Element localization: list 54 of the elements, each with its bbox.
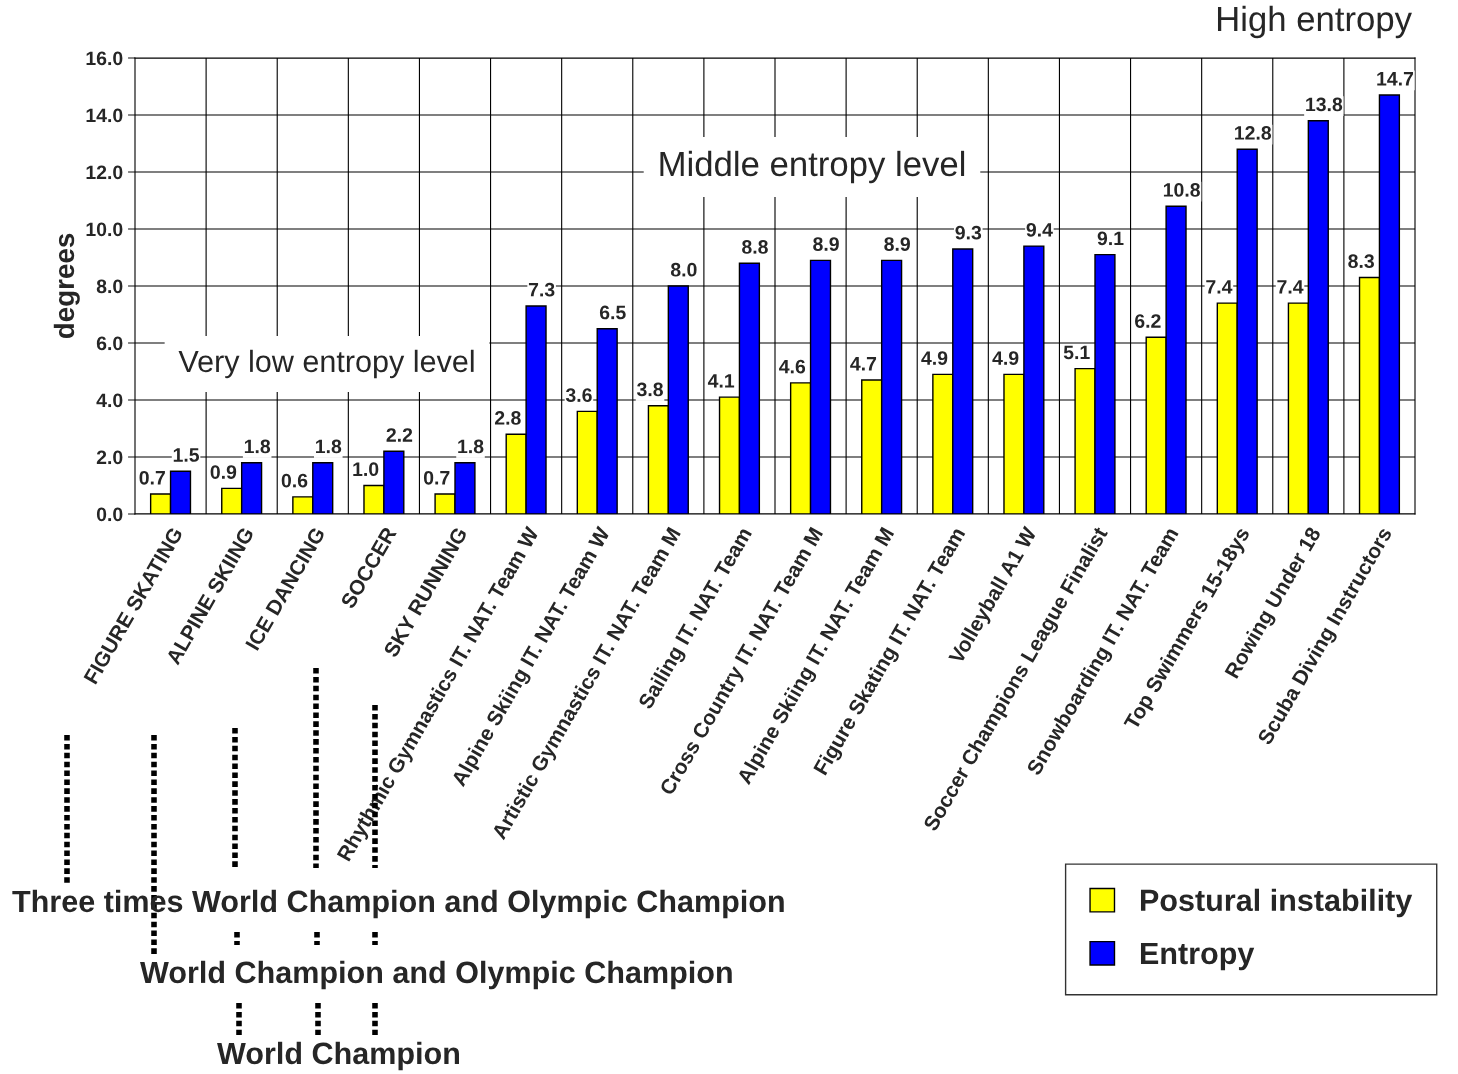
y-tick-label: 4.0 — [96, 393, 123, 408]
data-label: 0.9 — [210, 465, 237, 479]
y-tick-label: 2.0 — [96, 450, 123, 465]
data-label: 8.3 — [1348, 254, 1374, 269]
data-label: 1.8 — [316, 439, 342, 454]
y-tick-label: 12.0 — [86, 165, 123, 180]
data-label: 2.2 — [386, 428, 413, 442]
y-tick-label: 6.0 — [96, 336, 123, 351]
data-label: 6.5 — [599, 305, 626, 320]
data-label: 1.5 — [173, 448, 200, 462]
y-tick-label: 8.0 — [96, 279, 123, 294]
data-label: 13.8 — [1306, 97, 1343, 112]
data-label: 5.1 — [1063, 345, 1090, 360]
data-label: 12.8 — [1235, 126, 1272, 140]
y-axis-title: degrees — [53, 233, 80, 339]
data-label: 8.8 — [742, 240, 768, 254]
data-label: 4.9 — [921, 351, 948, 365]
data-label: 7.3 — [528, 282, 555, 297]
annotation: Very low entropy level — [178, 349, 474, 379]
text: World Champion — [217, 1041, 459, 1071]
text: Three times World Champion and Olympic Champion — [12, 889, 784, 919]
y-tick-label: 16.0 — [86, 51, 123, 66]
data-label: 10.8 — [1163, 183, 1200, 197]
data-label: 4.6 — [779, 359, 806, 374]
data-label: 14.7 — [1377, 72, 1414, 86]
data-label: 8.9 — [884, 237, 910, 251]
text: High entropy — [1217, 5, 1412, 39]
data-label: 4.9 — [992, 351, 1019, 365]
data-label: 0.6 — [281, 473, 308, 488]
data-label: 9.3 — [955, 225, 982, 240]
data-label: 1.8 — [458, 439, 484, 454]
data-label: 6.2 — [1135, 314, 1161, 328]
data-label: 7.4 — [1277, 280, 1304, 294]
data-label: 9.1 — [1097, 231, 1124, 246]
data-label: 1.8 — [244, 439, 271, 454]
data-label: 1.0 — [353, 462, 379, 477]
y-tick-label: 10.0 — [86, 222, 123, 237]
data-label: 8.9 — [813, 237, 839, 251]
data-label: 9.4 — [1026, 222, 1053, 237]
data-label: 4.7 — [850, 357, 877, 371]
data-label: 2.8 — [494, 411, 521, 425]
text: World Champion and Olympic Champion — [140, 960, 732, 990]
data-label: 3.8 — [636, 382, 663, 397]
data-label: 0.7 — [423, 470, 450, 485]
data-label: 8.0 — [670, 262, 697, 277]
y-tick-label: 0.0 — [96, 507, 123, 522]
data-label: 0.7 — [139, 470, 165, 485]
data-label: 7.4 — [1206, 280, 1233, 294]
data-label: 3.6 — [565, 388, 592, 403]
legend-label: Entropy — [1140, 942, 1255, 971]
annotation: Middle entropy level — [660, 150, 965, 184]
data-label: 4.1 — [707, 374, 735, 388]
legend-label: Postural instability — [1140, 888, 1413, 918]
y-tick-label: 14.0 — [86, 108, 123, 123]
